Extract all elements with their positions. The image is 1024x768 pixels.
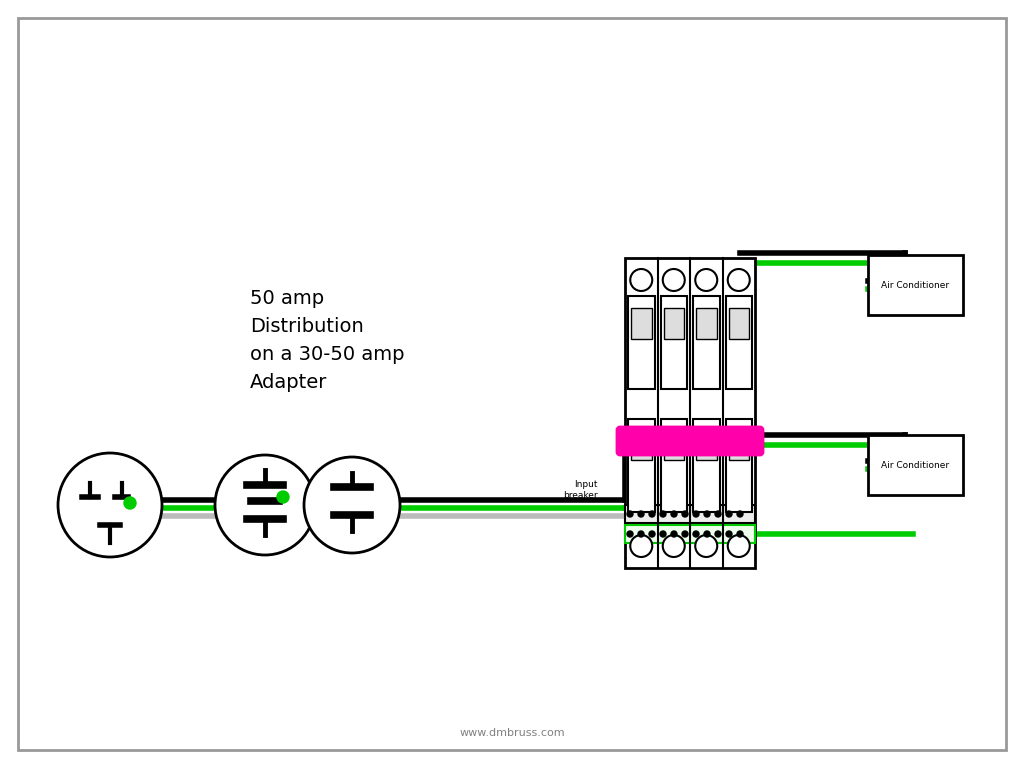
Bar <box>664 308 684 339</box>
Circle shape <box>663 535 685 557</box>
Bar <box>664 429 684 459</box>
Circle shape <box>695 269 717 291</box>
Circle shape <box>728 269 750 291</box>
Bar <box>628 296 654 389</box>
Circle shape <box>728 535 750 557</box>
Circle shape <box>693 511 699 517</box>
Circle shape <box>705 531 710 537</box>
Circle shape <box>124 497 136 509</box>
Bar <box>725 296 752 389</box>
Bar <box>868 435 963 495</box>
Bar <box>628 419 654 512</box>
Bar <box>696 429 717 459</box>
Circle shape <box>638 511 644 517</box>
Text: Air Conditioner: Air Conditioner <box>882 280 949 290</box>
Circle shape <box>278 491 289 503</box>
Bar <box>696 308 717 339</box>
Bar <box>728 429 749 459</box>
Bar <box>625 525 755 543</box>
Bar <box>660 296 687 389</box>
Circle shape <box>660 511 666 517</box>
Circle shape <box>715 531 721 537</box>
Circle shape <box>638 531 644 537</box>
Bar <box>631 429 651 459</box>
Circle shape <box>649 511 655 517</box>
Bar <box>625 505 755 523</box>
Bar <box>725 419 752 512</box>
Bar <box>693 419 720 512</box>
Circle shape <box>630 269 652 291</box>
Bar <box>693 296 720 389</box>
Text: 50 amp
Distribution
on a 30-50 amp
Adapter: 50 amp Distribution on a 30-50 amp Adapt… <box>250 289 404 392</box>
Circle shape <box>630 535 652 557</box>
Circle shape <box>695 535 717 557</box>
Text: Input
breaker: Input breaker <box>563 480 598 500</box>
Circle shape <box>663 269 685 291</box>
Circle shape <box>671 511 677 517</box>
Circle shape <box>627 531 633 537</box>
FancyBboxPatch shape <box>617 427 763 455</box>
Circle shape <box>693 531 699 537</box>
Circle shape <box>737 531 743 537</box>
Circle shape <box>682 531 688 537</box>
Circle shape <box>649 531 655 537</box>
Text: www.dmbruss.com: www.dmbruss.com <box>459 728 565 738</box>
Circle shape <box>715 511 721 517</box>
Bar <box>868 255 963 315</box>
Text: Air Conditioner: Air Conditioner <box>882 461 949 469</box>
Circle shape <box>671 531 677 537</box>
Circle shape <box>726 531 732 537</box>
Circle shape <box>726 511 732 517</box>
Circle shape <box>682 511 688 517</box>
Circle shape <box>705 511 710 517</box>
Bar <box>625 258 755 568</box>
Circle shape <box>304 457 400 553</box>
Circle shape <box>737 511 743 517</box>
Bar <box>728 308 749 339</box>
Circle shape <box>58 453 162 557</box>
Circle shape <box>215 455 315 555</box>
Bar <box>631 308 651 339</box>
Circle shape <box>627 511 633 517</box>
Circle shape <box>660 531 666 537</box>
Bar <box>660 419 687 512</box>
